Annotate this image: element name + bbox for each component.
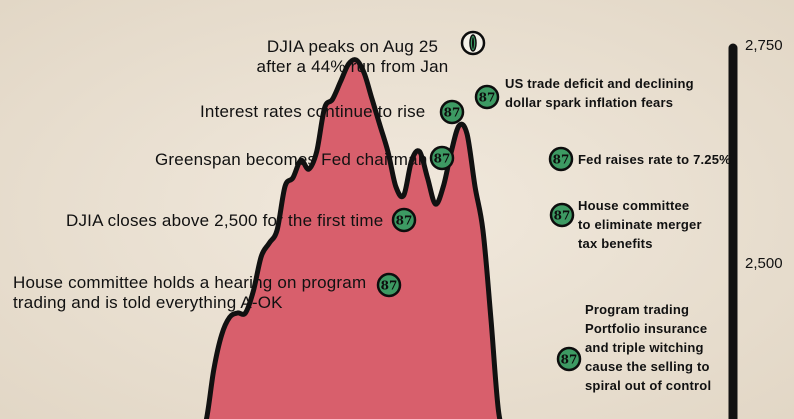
peak-eye-badge [460, 30, 486, 56]
djia-series-line [203, 57, 503, 419]
year-87-badge-2: 87 [439, 99, 465, 125]
djia-area-fill [206, 59, 500, 419]
year-87-badge-8: 87 [556, 346, 582, 372]
year-87-badge-7: 87 [376, 272, 402, 298]
badge-label: 87 [444, 106, 461, 120]
year-87-badge-1: 87 [474, 84, 500, 110]
annotation-greenspan: Greenspan becomes Fed chairman [155, 150, 428, 169]
badge-label: 87 [561, 353, 578, 367]
badge-label: 87 [434, 152, 451, 166]
annotation-interest-rates: Interest rates continue to rise [200, 102, 426, 121]
annotation-djia-2500: DJIA closes above 2,500 for the first ti… [66, 211, 384, 230]
badge-label: 87 [553, 153, 570, 167]
annotation-fed-rate: Fed raises rate to 7.25% [578, 152, 731, 167]
annotation-trade-deficit: US trade deficit and declining dollar sp… [505, 76, 694, 110]
y-tick-label-2500: 2,500 [745, 255, 783, 272]
year-87-badge-4: 87 [548, 146, 574, 172]
badge-layer: 87 87 87 87 87 87 87 87 [376, 30, 582, 372]
annotation-program-hearing: House committee holds a hearing on progr… [13, 273, 367, 312]
year-87-badge-3: 87 [429, 145, 455, 171]
y-tick-label-2750: 2,750 [745, 37, 783, 54]
year-87-badge-5: 87 [391, 207, 417, 233]
badge-label: 87 [554, 209, 571, 223]
badge-label: 87 [396, 214, 413, 228]
badge-label: 87 [381, 279, 398, 293]
area-layer [203, 57, 503, 419]
annotation-program-trading: Program trading Portfolio insurance and … [585, 302, 712, 393]
year-87-badge-6: 87 [549, 202, 575, 228]
annotation-merger-tax: House committee to eliminate merger tax … [578, 198, 702, 251]
badge-label: 87 [479, 91, 496, 105]
annotation-peak: DJIA peaks on Aug 25 after a 44% run fro… [256, 37, 449, 76]
